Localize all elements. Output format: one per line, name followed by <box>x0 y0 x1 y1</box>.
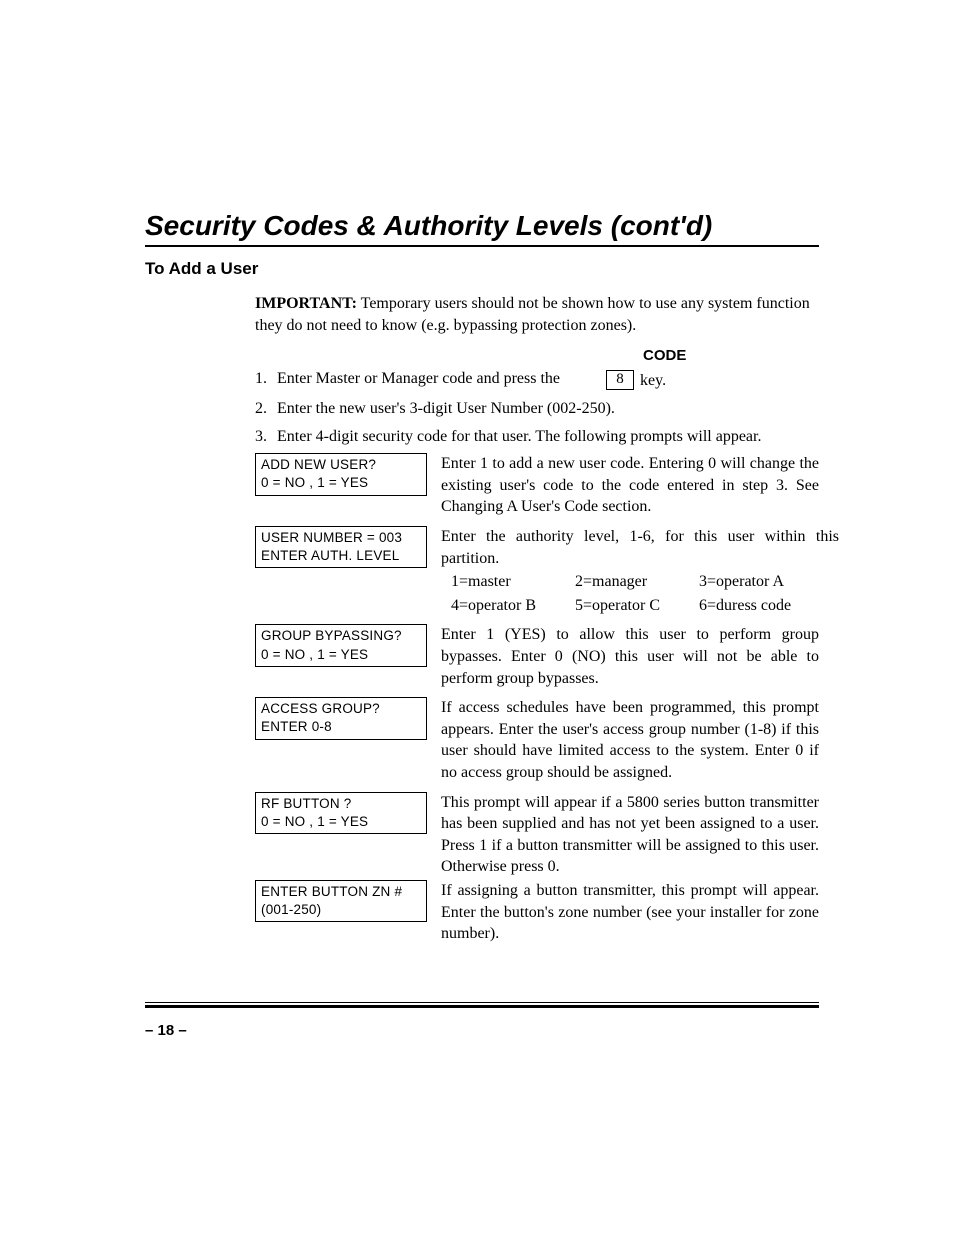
auth-1: 1=master <box>451 571 575 593</box>
prompt-row-add-user: ADD NEW USER? 0 = NO , 1 = YES Enter 1 t… <box>255 453 819 518</box>
prompt-desc: If assigning a button transmitter, this … <box>441 880 819 945</box>
lcd-box: GROUP BYPASSING? 0 = NO , 1 = YES <box>255 624 427 666</box>
lcd-box: RF BUTTON ? 0 = NO , 1 = YES <box>255 792 427 834</box>
prompt-desc: Enter the authority level, 1-6, for this… <box>441 526 839 616</box>
auth-5: 5=operator C <box>575 595 699 617</box>
footer-rule-thin <box>145 1002 819 1003</box>
prompt-row-access-group: ACCESS GROUP? ENTER 0-8 If access schedu… <box>255 697 819 783</box>
prompt-row-group-bypass: GROUP BYPASSING? 0 = NO , 1 = YES Enter … <box>255 624 819 689</box>
page: Security Codes & Authority Levels (cont'… <box>0 0 954 1235</box>
step-number: 2. <box>255 398 277 420</box>
lcd-box: ACCESS GROUP? ENTER 0-8 <box>255 697 427 739</box>
key-wrap: 8 key. <box>600 370 666 392</box>
prompt-row-rf-button: RF BUTTON ? 0 = NO , 1 = YES This prompt… <box>255 792 819 878</box>
page-title: Security Codes & Authority Levels (cont'… <box>145 210 819 242</box>
step-2: 2. Enter the new user's 3-digit User Num… <box>255 398 819 420</box>
prompt-desc: Enter 1 (YES) to allow this user to perf… <box>441 624 819 689</box>
section-heading: To Add a User <box>145 259 819 279</box>
step-body: Enter Master or Manager code and press t… <box>277 368 819 392</box>
important-label: IMPORTANT: <box>255 295 357 312</box>
prompt-row-auth-level: USER NUMBER = 003 ENTER AUTH. LEVEL Ente… <box>255 526 819 616</box>
lcd-box: USER NUMBER = 003 ENTER AUTH. LEVEL <box>255 526 427 568</box>
page-number: – 18 – <box>145 1022 187 1039</box>
auth-4: 4=operator B <box>451 595 575 617</box>
step-1: 1. Enter Master or Manager code and pres… <box>255 368 819 392</box>
step-body: Enter 4-digit security code for that use… <box>277 426 819 448</box>
keycap-8: 8 <box>606 370 634 389</box>
step-body: Enter the new user's 3-digit User Number… <box>277 398 819 420</box>
lcd-box: ADD NEW USER? 0 = NO , 1 = YES <box>255 453 427 495</box>
auth-6: 6=duress code <box>699 595 839 617</box>
step-1-post: key. <box>640 370 666 392</box>
step-number: 3. <box>255 426 277 448</box>
step-1-pre: Enter Master or Manager code and press t… <box>277 370 560 387</box>
lcd-box: ENTER BUTTON ZN # (001-250) <box>255 880 427 922</box>
auth-level-intro: Enter the authority level, 1-6, for this… <box>441 528 839 567</box>
prompt-desc: Enter 1 to add a new user code. Entering… <box>441 453 819 518</box>
footer-rule-thick <box>145 1005 819 1008</box>
prompt-desc: This prompt will appear if a 5800 series… <box>441 792 819 878</box>
step-number: 1. <box>255 368 277 392</box>
auth-2: 2=manager <box>575 571 699 593</box>
content-block: IMPORTANT: Temporary users should not be… <box>255 293 819 945</box>
auth-3: 3=operator A <box>699 571 839 593</box>
footer-rules <box>145 1002 819 1010</box>
auth-grid: 1=master 2=manager 3=operator A 4=operat… <box>451 571 839 616</box>
title-rule <box>145 245 819 247</box>
prompt-row-button-zn: ENTER BUTTON ZN # (001-250) If assigning… <box>255 880 819 945</box>
prompt-table: ADD NEW USER? 0 = NO , 1 = YES Enter 1 t… <box>255 453 819 944</box>
prompt-desc: If access schedules have been programmed… <box>441 697 819 783</box>
important-note: IMPORTANT: Temporary users should not be… <box>255 293 819 336</box>
step-3: 3. Enter 4-digit security code for that … <box>255 426 819 448</box>
code-label: CODE <box>643 346 819 366</box>
